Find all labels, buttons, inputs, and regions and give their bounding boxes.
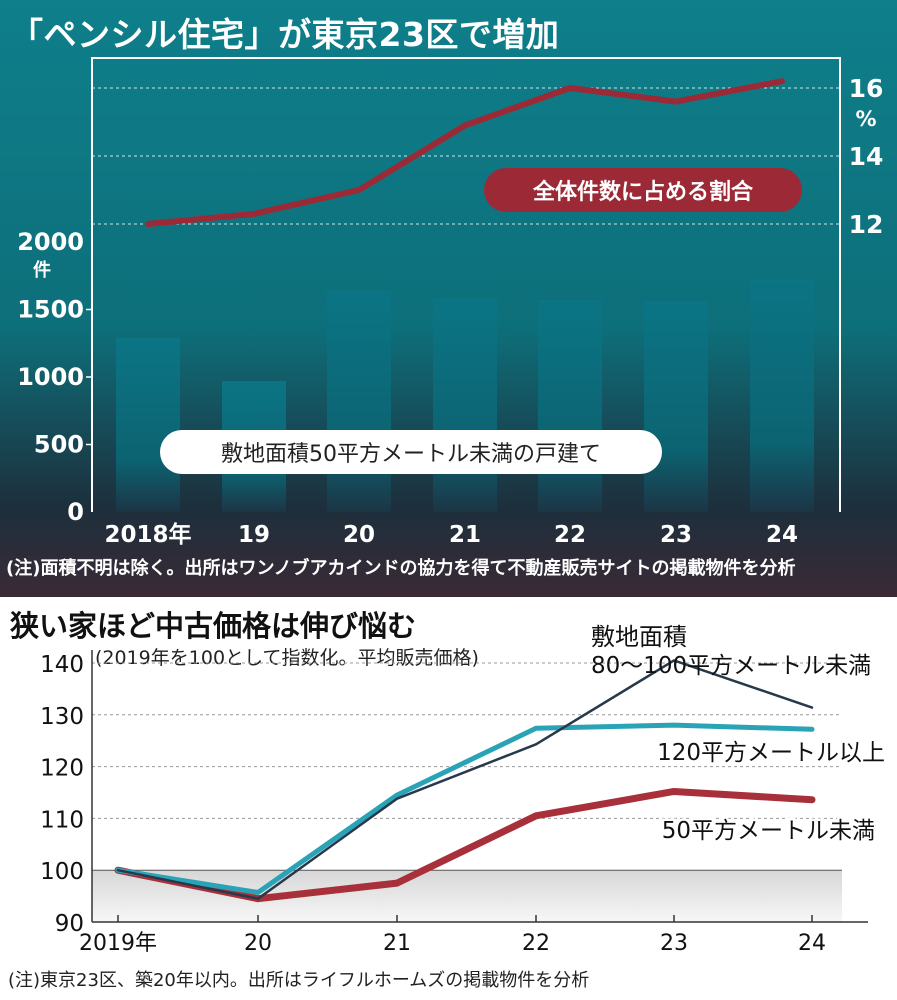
left-axis-unit: 件 (33, 259, 51, 281)
bottom-chart-title: 狭い家ほど中古価格は伸び悩む (10, 609, 417, 643)
left-axis-tick-label: 0 (67, 498, 84, 526)
right-axis-tick-label: 16 (849, 74, 884, 103)
left-axis-tick-label: 500 (34, 431, 84, 459)
bottom-y-tick-label: 120 (40, 756, 84, 782)
ratio-line (145, 78, 785, 227)
bottom-y-tick-label: 130 (40, 704, 84, 730)
bar-2 (327, 291, 391, 512)
line-80-100sqm (116, 659, 814, 900)
label-80-100sqm: 80〜100平方メートル未満 (591, 653, 871, 679)
top-x-tick-label: 23 (660, 522, 692, 548)
bottom-x-tick-label: 24 (798, 931, 826, 956)
bar-4 (538, 300, 602, 512)
bottom-x-tick-label: 22 (522, 931, 550, 956)
top-plot-frame (91, 57, 841, 512)
bar-label-pill (160, 430, 662, 474)
left-axis-tick-label: 2000 (17, 228, 84, 256)
right-axis-tick-label: 14 (849, 142, 884, 171)
top-x-tick-label: 20 (343, 522, 375, 548)
right-axis-tick-label: 12 (849, 210, 884, 239)
ratio-label-pill (484, 168, 802, 212)
label-over-120sqm: 120平方メートル以上 (657, 740, 885, 766)
line-over-120sqm (115, 722, 815, 895)
right-axis-unit: % (855, 107, 876, 131)
bar-5 (644, 301, 708, 512)
bar-6 (750, 279, 814, 512)
top-x-tick-label: 24 (766, 522, 798, 548)
bottom-x-tick-label: 2019年 (79, 931, 157, 956)
top-chart-note: (注)面積不明は除く。出所はワンノブアカインドの協力を得て不動産販売サイトの掲載… (6, 558, 796, 579)
below-100-shading (92, 870, 842, 922)
bar-0 (116, 337, 180, 512)
bottom-y-tick-label: 140 (40, 652, 84, 678)
bottom-y-tick-label: 90 (55, 911, 84, 937)
label-under-50sqm: 50平方メートル未満 (662, 818, 875, 844)
top-chart-title: 「ペンシル住宅」が東京23区で増加 (10, 15, 560, 54)
bar-series-label: 敷地面積50平方メートル未満の戸建て (221, 442, 601, 467)
top-x-tick-label: 19 (238, 522, 270, 548)
bar-3 (433, 298, 497, 512)
ratio-series-label: 全体件数に占める割合 (532, 179, 754, 205)
bottom-y-tick-label: 100 (40, 859, 84, 885)
top-x-tick-label: 22 (554, 522, 586, 548)
bottom-chart-note: (注)東京23区、築20年以内。出所はライフルホームズの掲載物件を分析 (8, 970, 590, 991)
left-axis-tick-label: 1000 (17, 363, 84, 391)
top-x-tick-label: 2018年 (104, 521, 191, 548)
bottom-x-tick-label: 20 (244, 931, 272, 956)
bottom-x-tick-label: 21 (383, 931, 411, 956)
bottom-x-tick-label: 23 (660, 931, 688, 956)
top-x-tick-label: 21 (449, 522, 481, 548)
label-80-100sqm-line1: 敷地面積 (591, 623, 687, 651)
left-axis-tick-label: 1500 (17, 296, 84, 324)
bottom-y-tick-label: 110 (40, 807, 84, 833)
